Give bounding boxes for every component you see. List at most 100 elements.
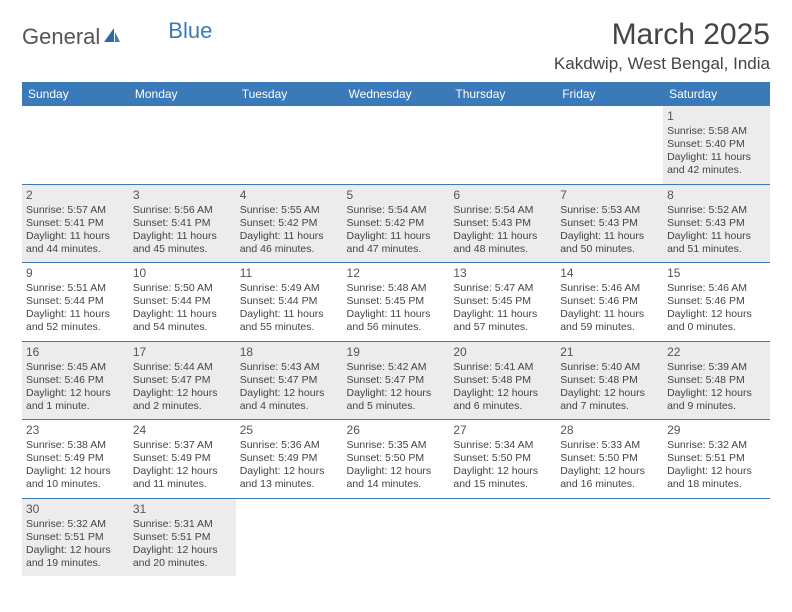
sunset-text: Sunset: 5:41 PM <box>26 217 125 230</box>
sunset-text: Sunset: 5:51 PM <box>26 531 125 544</box>
calendar-cell: 2Sunrise: 5:57 AMSunset: 5:41 PMDaylight… <box>22 184 129 263</box>
sunset-text: Sunset: 5:41 PM <box>133 217 232 230</box>
day-number: 9 <box>26 266 125 281</box>
calendar-cell-empty <box>449 498 556 576</box>
sunrise-text: Sunrise: 5:58 AM <box>667 125 766 138</box>
sunset-text: Sunset: 5:40 PM <box>667 138 766 151</box>
daylight-text: Daylight: 12 hours and 14 minutes. <box>347 465 446 491</box>
day-header: Sunday <box>22 82 129 106</box>
daylight-text: Daylight: 12 hours and 6 minutes. <box>453 387 552 413</box>
calendar-cell-empty <box>236 106 343 184</box>
calendar-cell-empty <box>129 106 236 184</box>
day-number: 29 <box>667 423 766 438</box>
sunset-text: Sunset: 5:50 PM <box>560 452 659 465</box>
day-number: 5 <box>347 188 446 203</box>
day-number: 30 <box>26 502 125 517</box>
calendar-cell: 28Sunrise: 5:33 AMSunset: 5:50 PMDayligh… <box>556 420 663 499</box>
sunrise-text: Sunrise: 5:47 AM <box>453 282 552 295</box>
sunrise-text: Sunrise: 5:55 AM <box>240 204 339 217</box>
daylight-text: Daylight: 12 hours and 1 minute. <box>26 387 125 413</box>
title-block: March 2025 Kakdwip, West Bengal, India <box>554 18 770 74</box>
calendar-cell: 20Sunrise: 5:41 AMSunset: 5:48 PMDayligh… <box>449 341 556 420</box>
day-header: Saturday <box>663 82 770 106</box>
sunset-text: Sunset: 5:46 PM <box>667 295 766 308</box>
day-number: 11 <box>240 266 339 281</box>
daylight-text: Daylight: 11 hours and 59 minutes. <box>560 308 659 334</box>
day-header: Wednesday <box>343 82 450 106</box>
daylight-text: Daylight: 12 hours and 9 minutes. <box>667 387 766 413</box>
daylight-text: Daylight: 12 hours and 2 minutes. <box>133 387 232 413</box>
daylight-text: Daylight: 11 hours and 57 minutes. <box>453 308 552 334</box>
sunrise-text: Sunrise: 5:39 AM <box>667 361 766 374</box>
sunrise-text: Sunrise: 5:51 AM <box>26 282 125 295</box>
sunrise-text: Sunrise: 5:32 AM <box>667 439 766 452</box>
day-number: 8 <box>667 188 766 203</box>
logo: General Blue <box>22 24 212 50</box>
sunset-text: Sunset: 5:51 PM <box>133 531 232 544</box>
calendar-cell-empty <box>22 106 129 184</box>
calendar-cell: 22Sunrise: 5:39 AMSunset: 5:48 PMDayligh… <box>663 341 770 420</box>
calendar-cell: 31Sunrise: 5:31 AMSunset: 5:51 PMDayligh… <box>129 498 236 576</box>
calendar-cell: 19Sunrise: 5:42 AMSunset: 5:47 PMDayligh… <box>343 341 450 420</box>
sunrise-text: Sunrise: 5:46 AM <box>560 282 659 295</box>
sunrise-text: Sunrise: 5:44 AM <box>133 361 232 374</box>
calendar-cell: 13Sunrise: 5:47 AMSunset: 5:45 PMDayligh… <box>449 263 556 342</box>
day-number: 19 <box>347 345 446 360</box>
sunrise-text: Sunrise: 5:40 AM <box>560 361 659 374</box>
calendar-cell: 7Sunrise: 5:53 AMSunset: 5:43 PMDaylight… <box>556 184 663 263</box>
calendar-row: 30Sunrise: 5:32 AMSunset: 5:51 PMDayligh… <box>22 498 770 576</box>
day-number: 7 <box>560 188 659 203</box>
header: General Blue March 2025 Kakdwip, West Be… <box>22 18 770 74</box>
sail-icon <box>102 26 122 49</box>
sunset-text: Sunset: 5:45 PM <box>453 295 552 308</box>
sunrise-text: Sunrise: 5:37 AM <box>133 439 232 452</box>
calendar-cell: 9Sunrise: 5:51 AMSunset: 5:44 PMDaylight… <box>22 263 129 342</box>
sunrise-text: Sunrise: 5:41 AM <box>453 361 552 374</box>
sunrise-text: Sunrise: 5:31 AM <box>133 518 232 531</box>
day-number: 26 <box>347 423 446 438</box>
calendar-cell: 12Sunrise: 5:48 AMSunset: 5:45 PMDayligh… <box>343 263 450 342</box>
sunset-text: Sunset: 5:49 PM <box>133 452 232 465</box>
calendar-row: 2Sunrise: 5:57 AMSunset: 5:41 PMDaylight… <box>22 184 770 263</box>
day-number: 15 <box>667 266 766 281</box>
daylight-text: Daylight: 11 hours and 52 minutes. <box>26 308 125 334</box>
calendar-cell: 29Sunrise: 5:32 AMSunset: 5:51 PMDayligh… <box>663 420 770 499</box>
day-number: 10 <box>133 266 232 281</box>
sunrise-text: Sunrise: 5:48 AM <box>347 282 446 295</box>
calendar-cell-empty <box>343 106 450 184</box>
calendar-row: 16Sunrise: 5:45 AMSunset: 5:46 PMDayligh… <box>22 341 770 420</box>
calendar-body: 1Sunrise: 5:58 AMSunset: 5:40 PMDaylight… <box>22 106 770 576</box>
calendar-cell: 6Sunrise: 5:54 AMSunset: 5:43 PMDaylight… <box>449 184 556 263</box>
calendar-table: SundayMondayTuesdayWednesdayThursdayFrid… <box>22 82 770 576</box>
sunset-text: Sunset: 5:48 PM <box>453 374 552 387</box>
day-number: 4 <box>240 188 339 203</box>
calendar-cell: 25Sunrise: 5:36 AMSunset: 5:49 PMDayligh… <box>236 420 343 499</box>
sunset-text: Sunset: 5:47 PM <box>347 374 446 387</box>
calendar-cell: 15Sunrise: 5:46 AMSunset: 5:46 PMDayligh… <box>663 263 770 342</box>
sunrise-text: Sunrise: 5:54 AM <box>347 204 446 217</box>
day-number: 21 <box>560 345 659 360</box>
logo-text-blue: Blue <box>168 18 212 44</box>
day-number: 2 <box>26 188 125 203</box>
sunset-text: Sunset: 5:47 PM <box>133 374 232 387</box>
sunset-text: Sunset: 5:49 PM <box>26 452 125 465</box>
calendar-cell: 24Sunrise: 5:37 AMSunset: 5:49 PMDayligh… <box>129 420 236 499</box>
sunset-text: Sunset: 5:42 PM <box>240 217 339 230</box>
sunset-text: Sunset: 5:45 PM <box>347 295 446 308</box>
calendar-cell: 27Sunrise: 5:34 AMSunset: 5:50 PMDayligh… <box>449 420 556 499</box>
sunset-text: Sunset: 5:47 PM <box>240 374 339 387</box>
daylight-text: Daylight: 11 hours and 50 minutes. <box>560 230 659 256</box>
day-number: 13 <box>453 266 552 281</box>
sunset-text: Sunset: 5:42 PM <box>347 217 446 230</box>
sunset-text: Sunset: 5:44 PM <box>26 295 125 308</box>
calendar-cell: 26Sunrise: 5:35 AMSunset: 5:50 PMDayligh… <box>343 420 450 499</box>
daylight-text: Daylight: 11 hours and 44 minutes. <box>26 230 125 256</box>
sunrise-text: Sunrise: 5:56 AM <box>133 204 232 217</box>
sunset-text: Sunset: 5:48 PM <box>667 374 766 387</box>
sunrise-text: Sunrise: 5:42 AM <box>347 361 446 374</box>
calendar-cell: 4Sunrise: 5:55 AMSunset: 5:42 PMDaylight… <box>236 184 343 263</box>
daylight-text: Daylight: 12 hours and 4 minutes. <box>240 387 339 413</box>
sunrise-text: Sunrise: 5:54 AM <box>453 204 552 217</box>
day-number: 16 <box>26 345 125 360</box>
sunset-text: Sunset: 5:44 PM <box>240 295 339 308</box>
